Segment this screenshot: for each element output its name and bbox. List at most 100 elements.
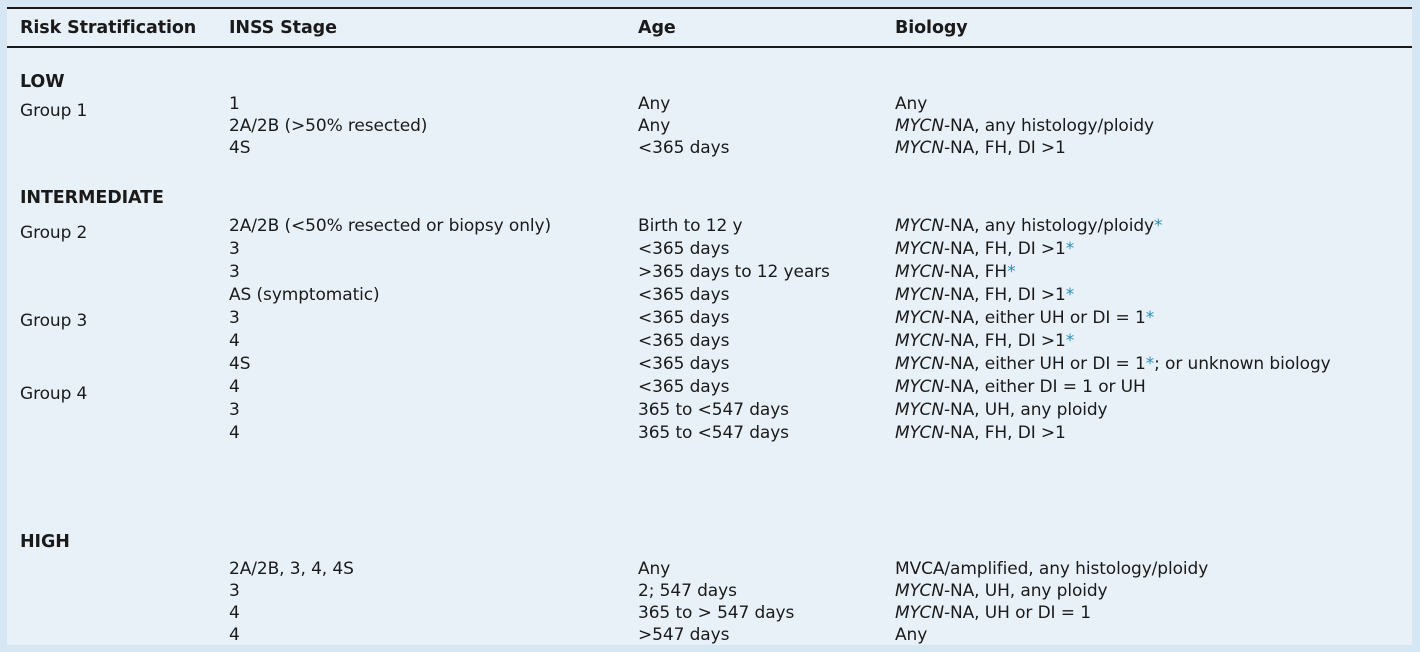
biology-text: -NA, UH, any ploidy bbox=[943, 581, 1108, 601]
biology-cell: MYCN-NA, UH, any ploidy bbox=[895, 581, 1108, 602]
biology-text: -NA, UH, any ploidy bbox=[943, 400, 1108, 420]
stage-cell: 2A/2B (>50% resected) bbox=[229, 116, 428, 136]
biology-text: Any bbox=[895, 625, 928, 645]
age-cell: Any bbox=[638, 559, 671, 579]
age-cell: >547 days bbox=[638, 625, 730, 645]
footnote-asterisk: * bbox=[1145, 354, 1155, 374]
stage-cell: 4 bbox=[229, 331, 240, 351]
stage-cell: 2A/2B, 3, 4, 4S bbox=[229, 559, 354, 579]
biology-cell: MYCN-NA, FH, DI >1* bbox=[895, 285, 1074, 306]
age-cell: 365 to <547 days bbox=[638, 423, 789, 443]
biology-tail: ; or unknown biology bbox=[1154, 354, 1331, 374]
stage-cell: 4 bbox=[229, 377, 240, 397]
stage-cell: AS (symptomatic) bbox=[229, 285, 380, 305]
stage-cell: 4 bbox=[229, 423, 240, 443]
stage-cell: 4 bbox=[229, 625, 240, 645]
biology-text: -NA, either UH or DI = 1 bbox=[943, 308, 1146, 328]
section-intermediate: INTERMEDIATE bbox=[20, 188, 164, 208]
age-cell: <365 days bbox=[638, 354, 730, 374]
group-label-3: Group 3 bbox=[20, 311, 88, 331]
biology-cell: MYCN-NA, either UH or DI = 1*; or unknow… bbox=[895, 354, 1331, 375]
header-rule bbox=[7, 46, 1412, 48]
biology-cell: MYCN-NA, either DI = 1 or UH bbox=[895, 377, 1146, 398]
age-cell: 365 to > 547 days bbox=[638, 603, 795, 623]
age-cell: Any bbox=[638, 94, 671, 114]
gene-name: MYCN bbox=[895, 603, 944, 623]
gene-name: MYCN bbox=[895, 423, 944, 443]
stage-cell: 3 bbox=[229, 400, 240, 420]
gene-name: MYCN bbox=[895, 377, 944, 397]
biology-text: -NA, FH, DI >1 bbox=[943, 285, 1066, 305]
header-stage: INSS Stage bbox=[229, 18, 337, 38]
top-rule bbox=[7, 7, 1412, 9]
biology-cell: MYCN-NA, any histology/ploidy* bbox=[895, 216, 1163, 237]
biology-cell: MYCN-NA, FH, DI >1* bbox=[895, 239, 1074, 260]
biology-text: -NA, FH, DI >1 bbox=[943, 138, 1066, 158]
age-cell: <365 days bbox=[638, 239, 730, 259]
biology-cell: MVCA/amplified, any histology/ploidy bbox=[895, 559, 1208, 580]
biology-text: -NA, FH, DI >1 bbox=[943, 239, 1066, 259]
gene-name: MYCN bbox=[895, 239, 944, 259]
biology-cell: MYCN-NA, UH, any ploidy bbox=[895, 400, 1108, 421]
group-label-4: Group 4 bbox=[20, 384, 88, 404]
biology-cell: MYCN-NA, any histology/ploidy bbox=[895, 116, 1154, 137]
gene-name: MYCN bbox=[895, 581, 944, 601]
group-label-1: Group 1 bbox=[20, 101, 88, 121]
section-low: LOW bbox=[20, 72, 65, 92]
age-cell: <365 days bbox=[638, 138, 730, 158]
biology-cell: MYCN-NA, FH* bbox=[895, 262, 1016, 283]
biology-cell: MYCN-NA, FH, DI >1 bbox=[895, 423, 1066, 444]
biology-text: -NA, FH, DI >1 bbox=[943, 331, 1066, 351]
footnote-asterisk: * bbox=[1145, 308, 1155, 328]
biology-cell: MYCN-NA, FH, DI >1 bbox=[895, 138, 1066, 159]
age-cell: <365 days bbox=[638, 331, 730, 351]
biology-text: -NA, FH, DI >1 bbox=[943, 423, 1066, 443]
biology-text: MVCA/amplified, any histology/ploidy bbox=[895, 559, 1209, 579]
biology-text: -NA, either DI = 1 or UH bbox=[943, 377, 1146, 397]
stage-cell: 4S bbox=[229, 138, 251, 158]
stage-cell: 3 bbox=[229, 239, 240, 259]
biology-text: Any bbox=[895, 94, 928, 114]
footnote-asterisk: * bbox=[1154, 216, 1163, 236]
stage-cell: 3 bbox=[229, 308, 240, 328]
biology-text: -NA, FH bbox=[943, 262, 1008, 282]
footnote-asterisk: * bbox=[1065, 285, 1075, 305]
gene-name: MYCN bbox=[895, 262, 944, 282]
age-cell: 365 to <547 days bbox=[638, 400, 789, 420]
age-cell: Birth to 12 y bbox=[638, 216, 743, 236]
gene-name: MYCN bbox=[895, 400, 944, 420]
header-risk: Risk Stratification bbox=[20, 18, 197, 38]
gene-name: MYCN bbox=[895, 285, 944, 305]
biology-cell: Any bbox=[895, 625, 927, 646]
stage-cell: 2A/2B (<50% resected or biopsy only) bbox=[229, 216, 551, 236]
stage-cell: 3 bbox=[229, 262, 240, 282]
stage-cell: 1 bbox=[229, 94, 240, 114]
biology-text: -NA, either UH or DI = 1 bbox=[943, 354, 1146, 374]
biology-cell: MYCN-NA, UH or DI = 1 bbox=[895, 603, 1091, 624]
biology-cell: MYCN-NA, FH, DI >1* bbox=[895, 331, 1074, 352]
biology-cell: MYCN-NA, either UH or DI = 1* bbox=[895, 308, 1154, 329]
age-cell: Any bbox=[638, 116, 671, 136]
gene-name: MYCN bbox=[895, 216, 944, 236]
biology-text: -NA, any histology/ploidy bbox=[943, 216, 1155, 236]
biology-text: -NA, any histology/ploidy bbox=[943, 116, 1155, 136]
group-label-2: Group 2 bbox=[20, 223, 88, 243]
age-cell: <365 days bbox=[638, 285, 730, 305]
section-high: HIGH bbox=[20, 532, 70, 552]
footnote-asterisk: * bbox=[1007, 262, 1016, 282]
age-cell: <365 days bbox=[638, 377, 730, 397]
gene-name: MYCN bbox=[895, 116, 944, 136]
stage-cell: 4S bbox=[229, 354, 251, 374]
gene-name: MYCN bbox=[895, 138, 944, 158]
risk-table bbox=[7, 7, 1412, 645]
biology-text: -NA, UH or DI = 1 bbox=[943, 603, 1091, 623]
biology-cell: Any bbox=[895, 94, 927, 115]
age-cell: 2; 547 days bbox=[638, 581, 737, 601]
gene-name: MYCN bbox=[895, 354, 944, 374]
footnote-asterisk: * bbox=[1065, 331, 1075, 351]
header-biology: Biology bbox=[895, 18, 968, 38]
age-cell: <365 days bbox=[638, 308, 730, 328]
stage-cell: 3 bbox=[229, 581, 240, 601]
stage-cell: 4 bbox=[229, 603, 240, 623]
